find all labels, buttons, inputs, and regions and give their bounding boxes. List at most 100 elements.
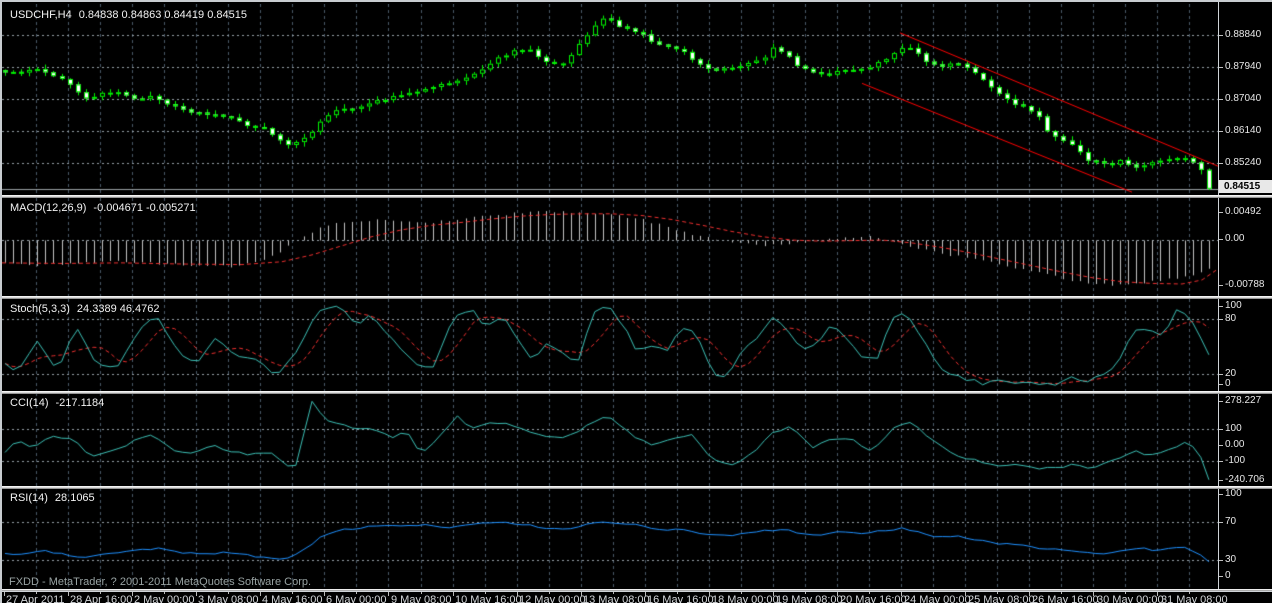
rsi-axis-label: 70 xyxy=(1225,516,1237,527)
macd-axis-label: 0.00 xyxy=(1225,233,1245,244)
macd-panel-canvas[interactable] xyxy=(2,198,1218,296)
cci-label: CCI(14) -217.1184 xyxy=(10,397,105,409)
axis-tick xyxy=(1219,35,1223,36)
axis-tick xyxy=(1219,480,1223,481)
axis-tick xyxy=(1219,576,1223,577)
copyright-text: FXDD - MetaTrader, ? 2001-2011 MetaQuote… xyxy=(9,576,312,588)
time-axis-tick xyxy=(1029,592,1030,596)
time-axis-tick xyxy=(933,592,934,594)
time-axis-label: 3 May 08:00 xyxy=(198,594,259,603)
time-axis-label: 31 May 08:00 xyxy=(1161,594,1228,603)
time-axis-tick xyxy=(485,592,486,594)
time-axis-tick xyxy=(997,592,998,594)
time-axis-tick xyxy=(613,592,614,594)
cci-panel-canvas[interactable] xyxy=(2,393,1218,486)
panel-separator[interactable] xyxy=(2,195,1272,198)
time-axis-tick xyxy=(773,592,774,596)
price-chart-canvas[interactable] xyxy=(2,4,1218,195)
time-axis-label: 16 May 16:00 xyxy=(647,594,714,603)
axis-tick xyxy=(1219,494,1223,495)
cci-axis-label: 100 xyxy=(1225,423,1242,434)
time-axis-tick xyxy=(1125,592,1126,594)
time-axis-label: 13 May 08:00 xyxy=(583,594,650,603)
time-axis-label: 18 May 00:00 xyxy=(712,594,779,603)
panel-separator xyxy=(2,589,1272,591)
macd-axis-label: -0.00788 xyxy=(1225,279,1265,290)
rsi-label: RSI(14) 28.1065 xyxy=(10,492,95,504)
time-axis-label: 28 Apr 16:00 xyxy=(70,594,133,603)
panel-separator[interactable] xyxy=(2,296,1272,299)
time-axis-tick xyxy=(453,592,454,596)
rsi-axis-label: 30 xyxy=(1225,554,1237,565)
macd-axis-label: 0.00492 xyxy=(1225,206,1262,217)
time-axis-tick xyxy=(1093,592,1094,596)
cci-axis-label: -100 xyxy=(1225,455,1246,466)
time-axis-tick xyxy=(164,592,165,594)
time-axis-tick xyxy=(1157,592,1158,596)
axis-tick xyxy=(1219,239,1223,240)
time-axis-tick xyxy=(805,592,806,594)
time-axis-tick xyxy=(292,592,293,594)
axis-tick xyxy=(1219,67,1223,68)
macd-label: MACD(12,26,9) -0.004671 -0.005271 xyxy=(10,202,196,214)
stoch-axis-label: 80 xyxy=(1225,313,1237,324)
stochastic-label: Stoch(5,3,3) 24.3389 46.4762 xyxy=(10,303,160,315)
time-axis-tick xyxy=(837,592,838,596)
time-axis-tick xyxy=(356,592,357,594)
main-axis-label: 0.86140 xyxy=(1225,125,1262,136)
main-axis-label: 0.88840 xyxy=(1225,29,1262,40)
time-axis-tick xyxy=(1061,592,1062,594)
time-axis-tick xyxy=(581,592,582,596)
time-axis-tick xyxy=(549,592,550,594)
stochastic-panel-canvas[interactable] xyxy=(2,299,1218,391)
axis-tick xyxy=(1219,285,1223,286)
main-axis-label: 0.87940 xyxy=(1225,61,1262,72)
stoch-axis-label: 20 xyxy=(1225,368,1237,379)
axis-tick xyxy=(1219,319,1223,320)
time-axis-tick xyxy=(68,592,69,596)
time-axis-tick xyxy=(645,592,646,596)
time-axis-tick xyxy=(901,592,902,596)
axis-tick xyxy=(1219,429,1223,430)
rsi-axis-label: 0 xyxy=(1225,570,1231,581)
time-axis[interactable]: 27 Apr 2011 28 Apr 16:00 2 May 00:00 3 May … xyxy=(2,591,1272,603)
time-axis-label: 24 May 00:00 xyxy=(904,594,971,603)
time-axis-tick xyxy=(4,592,5,596)
axis-tick xyxy=(1219,445,1223,446)
time-axis-tick xyxy=(36,592,37,594)
time-axis-label: 4 May 16:00 xyxy=(262,594,323,603)
time-axis-label: 27 Apr 2011 xyxy=(6,594,65,603)
time-axis-label: 12 May 00:00 xyxy=(519,594,586,603)
time-axis-tick xyxy=(421,592,422,594)
time-axis-tick xyxy=(709,592,710,596)
axis-tick xyxy=(1219,461,1223,462)
time-axis-label: 9 May 08:00 xyxy=(391,594,452,603)
axis-tick xyxy=(1219,306,1223,307)
time-axis-label: 25 May 08:00 xyxy=(968,594,1035,603)
time-axis-tick xyxy=(100,592,101,594)
panel-separator[interactable] xyxy=(2,391,1272,394)
time-axis-label: 26 May 16:00 xyxy=(1032,594,1099,603)
stoch-axis-label: 0 xyxy=(1225,378,1231,389)
rsi-panel-canvas[interactable] xyxy=(2,488,1218,589)
time-axis-label: 2 May 00:00 xyxy=(134,594,195,603)
time-axis-tick xyxy=(260,592,261,596)
axis-tick xyxy=(1219,131,1223,132)
cci-axis-label: -240.706 xyxy=(1225,474,1265,485)
current-price-tag: 0.84515 xyxy=(1219,180,1272,193)
time-axis-tick xyxy=(228,592,229,594)
time-axis-tick xyxy=(1189,592,1190,594)
time-axis-tick xyxy=(677,592,678,594)
main-axis-label: 0.87040 xyxy=(1225,93,1262,104)
axis-tick xyxy=(1219,374,1223,375)
panel-separator[interactable] xyxy=(2,486,1272,489)
rsi-axis-label: 100 xyxy=(1225,488,1242,499)
time-axis-tick xyxy=(869,592,870,594)
time-axis-tick xyxy=(741,592,742,594)
axis-tick xyxy=(1219,522,1223,523)
time-axis-tick xyxy=(965,592,966,596)
ohlc-values: 0.84838 0.84863 0.84419 0.84515 xyxy=(78,9,247,21)
time-axis-label: 19 May 08:00 xyxy=(776,594,843,603)
axis-tick xyxy=(1219,384,1223,385)
